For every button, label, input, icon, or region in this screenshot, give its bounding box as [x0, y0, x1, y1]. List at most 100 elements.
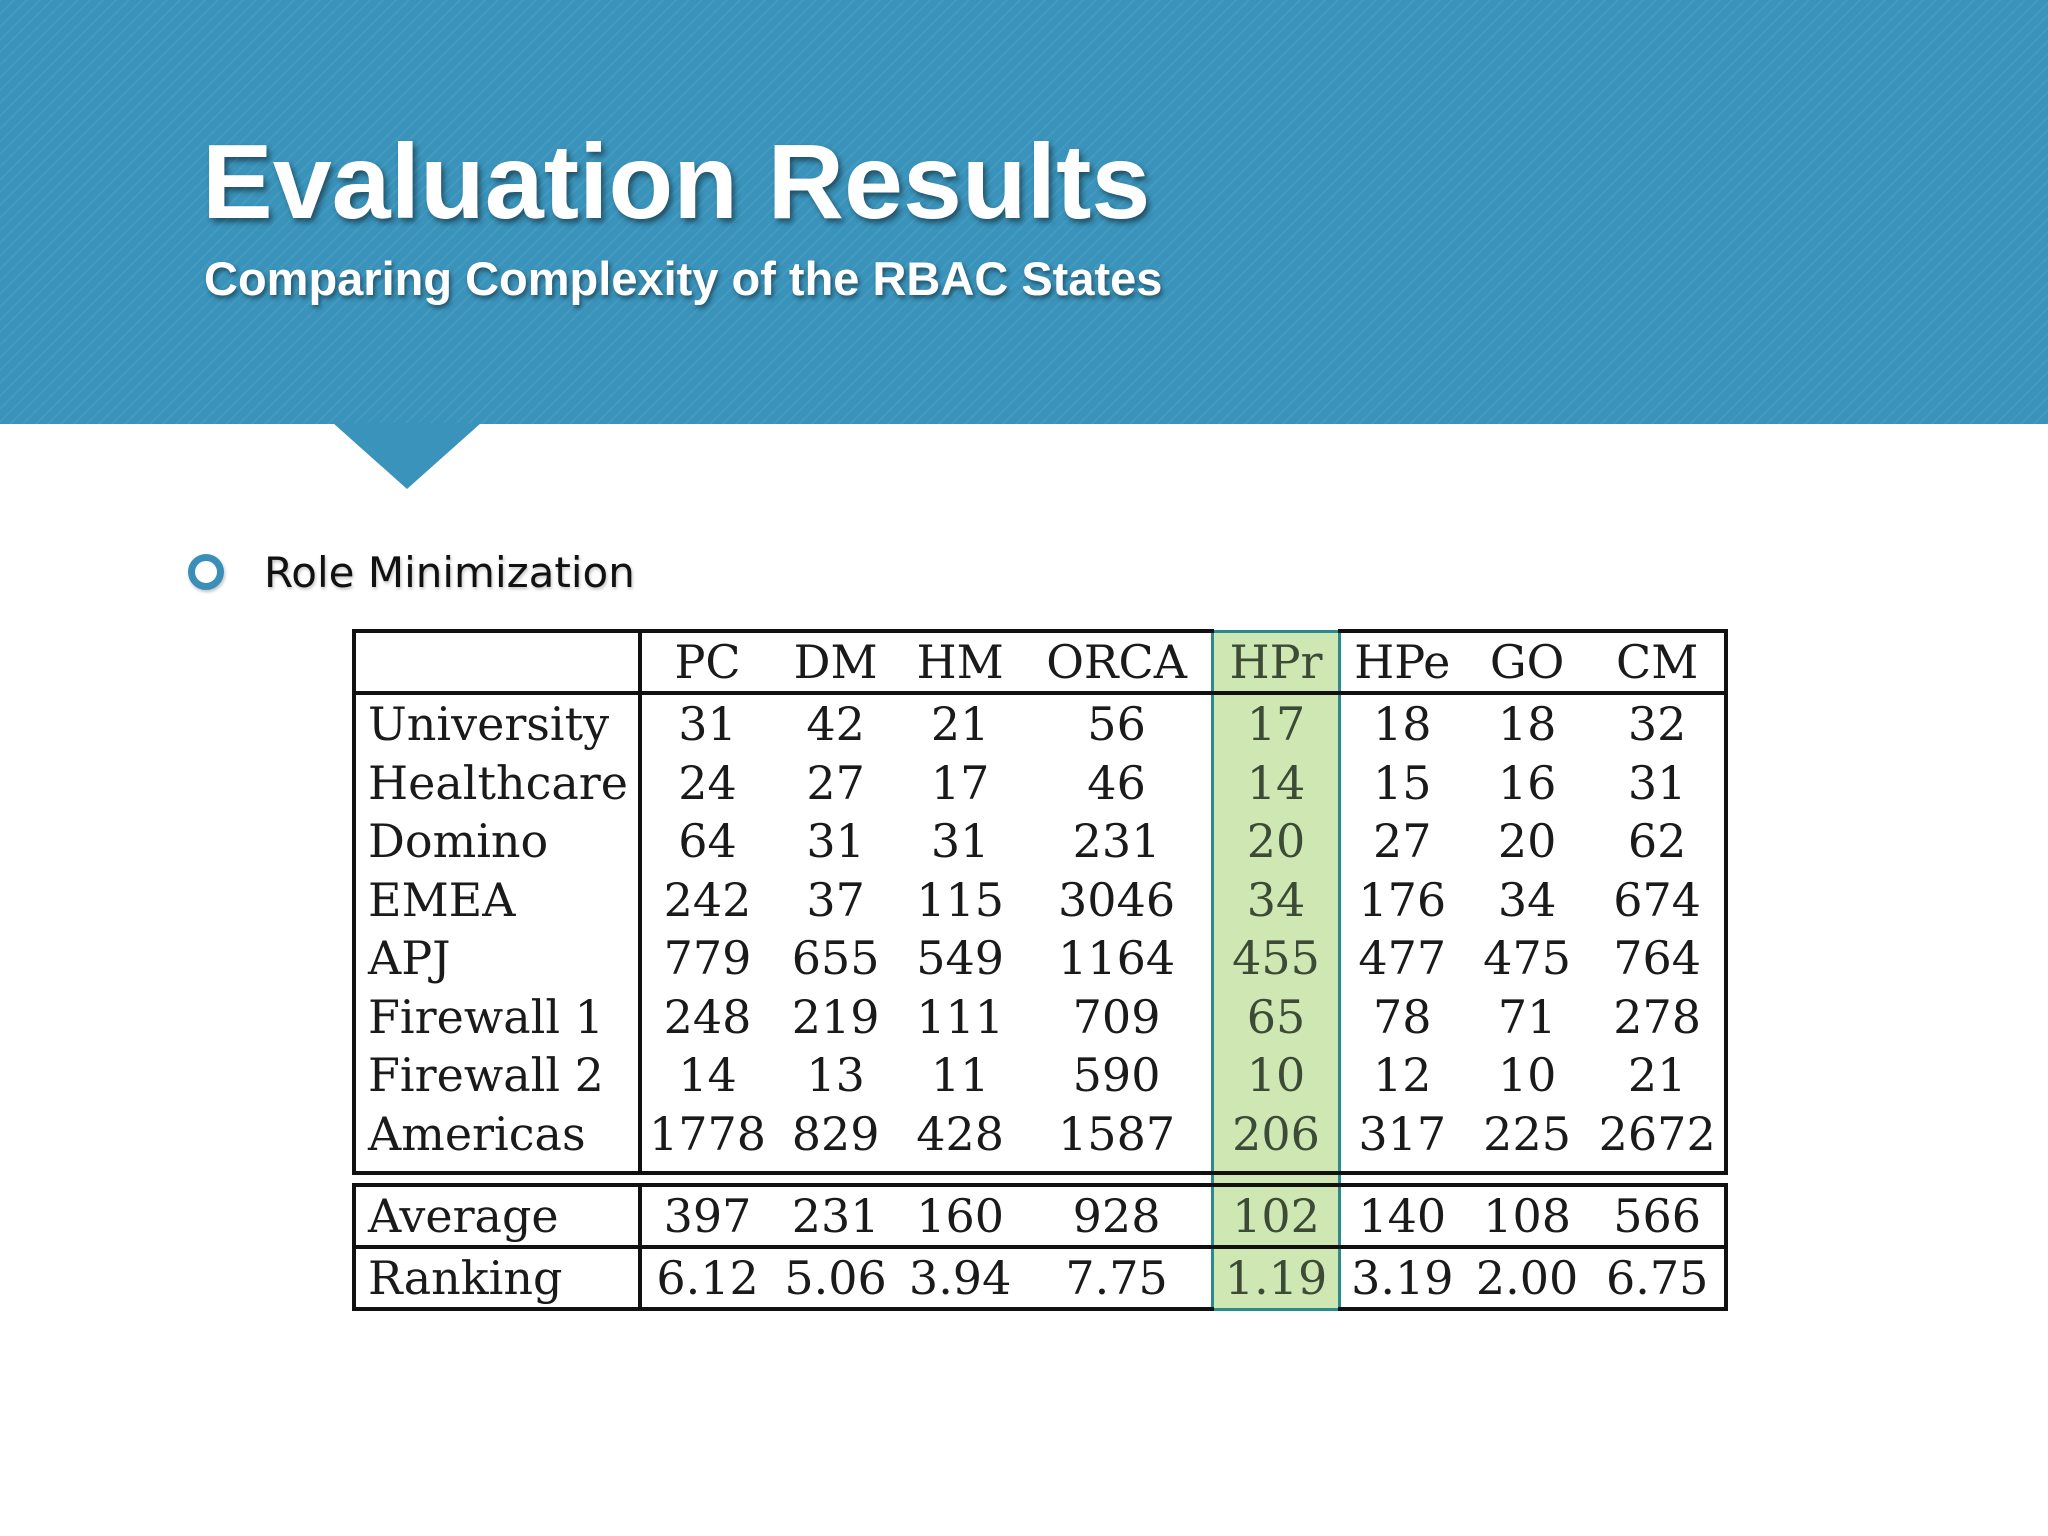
bullet-text: Role Minimization [264, 547, 635, 597]
table-cell: 21 [930, 697, 990, 751]
table-cell: 225 [1463, 1104, 1591, 1175]
gap-cell [1339, 1173, 1464, 1185]
table-cell: 248 [663, 989, 752, 1044]
table-cell: 231 [1072, 814, 1161, 868]
table-cell-highlighted: 102 [1211, 1183, 1341, 1249]
table-cell: 176 [1358, 872, 1447, 927]
table-cell: 31 [806, 814, 865, 868]
table-cell: 32 [1590, 693, 1728, 754]
table-cell: 2672 [1590, 1104, 1728, 1175]
table-row: APJ 779 655 549 1164 455 477 475 764 [351, 929, 1728, 988]
table-cell: 31 [1590, 753, 1728, 812]
table-cell: 31 [678, 697, 737, 751]
hollow-circle-bullet-icon [188, 554, 224, 590]
table-cell: 3.94 [898, 1247, 1022, 1311]
row-label: Ranking [351, 1247, 643, 1311]
table-cell: 27 [1373, 814, 1432, 868]
table-cell: 928 [1021, 1183, 1213, 1249]
table-cell: 655 [791, 931, 880, 985]
table-cell: 428 [898, 1104, 1022, 1175]
row-label: Domino [351, 812, 643, 871]
table-cell: 764 [1590, 929, 1728, 988]
slide-subtitle: Comparing Complexity of the RBAC States [204, 252, 1163, 305]
table-cell: 1164 [1058, 931, 1176, 985]
table-cell: 160 [898, 1183, 1022, 1249]
table-cell: 27 [806, 755, 865, 810]
table-row: EMEA 242 37 115 3046 34 176 34 674 [351, 870, 1728, 929]
table-cell: 709 [1072, 989, 1161, 1044]
table-cell: 16 [1497, 755, 1557, 810]
table-cell: 475 [1483, 931, 1571, 985]
header-pointer-notch [333, 423, 481, 489]
table-cell-highlighted: 65 [1211, 987, 1341, 1046]
table-cell: 13 [806, 1048, 865, 1102]
table-cell: 64 [678, 814, 737, 868]
table-cell-highlighted: 10 [1211, 1046, 1341, 1105]
table-cell: 317 [1339, 1104, 1464, 1175]
table-cell: 674 [1590, 870, 1728, 929]
gap-cell [773, 1173, 899, 1185]
table-cell: 18 [1497, 697, 1557, 751]
table-cell: 11 [930, 1048, 990, 1102]
table-cell: 20 [1497, 814, 1557, 868]
table-cell-highlighted: 14 [1211, 753, 1341, 812]
gap-cell [640, 1173, 773, 1185]
results-table-wrap: PC DM HM ORCA HPr HPe GO CM University 31… [351, 629, 1728, 1311]
table-cell: 477 [1358, 931, 1447, 985]
table-cell: 242 [663, 872, 752, 927]
table-cell: 3.19 [1339, 1247, 1464, 1311]
row-label: APJ [351, 929, 643, 988]
table-cell: 1587 [1021, 1104, 1213, 1175]
column-header: HM [898, 629, 1022, 695]
table-cell: 549 [916, 931, 1005, 985]
table-cell: 18 [1373, 697, 1432, 751]
table-gap-row [354, 1173, 1726, 1185]
table-cell: 140 [1339, 1183, 1464, 1249]
table-header-row: PC DM HM ORCA HPr HPe GO CM [351, 629, 1728, 695]
table-row: Americas 1778 829 428 1587 206 317 225 2672 [351, 1104, 1728, 1175]
gap-cell [354, 1173, 640, 1185]
row-label: Healthcare [351, 753, 643, 812]
ranking-row: Ranking 6.12 5.06 3.94 7.75 1.19 3.19 2.00 6.75 [351, 1247, 1728, 1311]
table-cell: 7.75 [1021, 1247, 1213, 1311]
table-cell: 46 [1087, 755, 1146, 810]
column-header-highlighted: HPr [1211, 629, 1341, 695]
table-cell: 566 [1590, 1183, 1728, 1249]
header-band [0, 0, 2048, 424]
table-cell: 219 [791, 989, 880, 1044]
table-cell: 829 [772, 1104, 899, 1175]
gap-cell [1464, 1173, 1591, 1185]
table-cell: 21 [1590, 1046, 1728, 1105]
gap-cell [1022, 1173, 1213, 1185]
column-header: GO [1463, 629, 1591, 695]
slide-title: Evaluation Results [202, 123, 1151, 241]
gap-cell [1211, 1173, 1341, 1185]
table-row: Healthcare 24 27 17 46 14 15 16 31 [351, 753, 1728, 812]
table-cell: 78 [1373, 989, 1432, 1044]
table-cell: 12 [1373, 1048, 1432, 1102]
table-cell: 108 [1463, 1183, 1591, 1249]
table-cell-highlighted: 34 [1211, 870, 1341, 929]
table-cell: 590 [1072, 1048, 1161, 1102]
column-header: ORCA [1021, 629, 1213, 695]
table-row: Firewall 2 14 13 11 590 10 12 10 21 [351, 1046, 1728, 1105]
row-label: Average [351, 1183, 643, 1249]
table-cell: 31 [930, 814, 990, 868]
average-row: Average 397 231 160 928 102 140 108 566 [351, 1183, 1728, 1249]
table-cell: 278 [1590, 987, 1728, 1046]
gap-cell [898, 1173, 1022, 1185]
header-corner-cell [351, 629, 643, 695]
table-cell: 6.75 [1590, 1247, 1728, 1311]
bullet-item: Role Minimization [188, 540, 635, 604]
results-table: PC DM HM ORCA HPr HPe GO CM University 31… [351, 629, 1728, 1311]
row-label: Firewall 2 [351, 1046, 643, 1105]
table-cell: 71 [1497, 989, 1557, 1044]
table-cell: 56 [1087, 697, 1146, 751]
table-cell-highlighted: 17 [1211, 693, 1341, 754]
table-cell: 34 [1497, 872, 1557, 927]
column-header: PC [640, 629, 773, 695]
gap-cell [1590, 1173, 1726, 1185]
row-label: University [351, 693, 643, 754]
table-cell-highlighted: 1.19 [1211, 1247, 1341, 1311]
table-row: Domino 64 31 31 231 20 27 20 62 [351, 812, 1728, 871]
